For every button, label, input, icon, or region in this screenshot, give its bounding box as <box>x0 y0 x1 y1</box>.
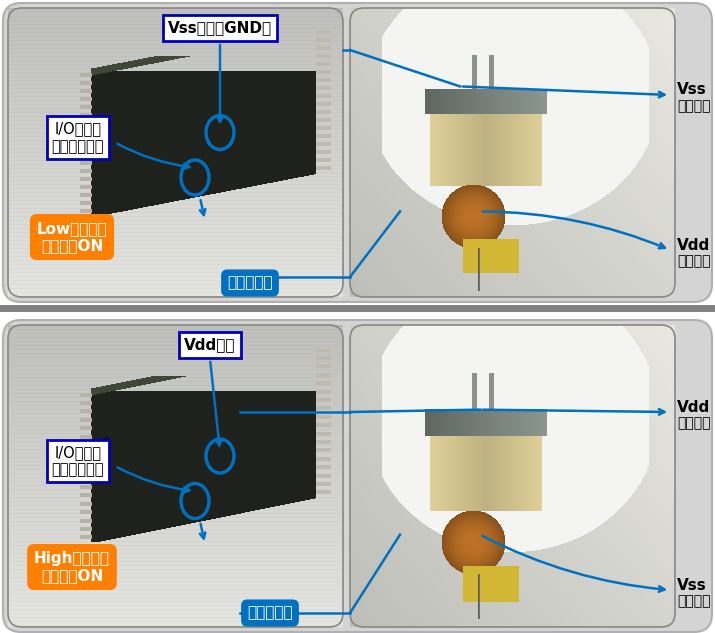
Text: （電池の: （電池の <box>677 416 711 430</box>
Text: Vssピン（GND）: Vssピン（GND） <box>168 20 272 35</box>
Text: Vdd: Vdd <box>677 399 710 415</box>
Text: 電流の流れ: 電流の流れ <box>247 606 293 620</box>
Text: I/Oポート
（出力ピン）: I/Oポート （出力ピン） <box>51 122 104 154</box>
Text: Lowのときに
コイルがON: Lowのときに コイルがON <box>36 221 107 253</box>
Text: Highのときに
コイルがON: Highのときに コイルがON <box>34 551 110 583</box>
FancyBboxPatch shape <box>3 320 712 632</box>
Text: 電流の流れ: 電流の流れ <box>227 275 273 291</box>
FancyBboxPatch shape <box>3 3 712 302</box>
Text: I/Oポート
（出力ピン）: I/Oポート （出力ピン） <box>51 445 104 477</box>
Text: （電池の: （電池の <box>677 254 711 268</box>
Text: Vss: Vss <box>677 82 706 97</box>
Text: Vss: Vss <box>677 577 706 592</box>
Text: （電池の: （電池の <box>677 99 711 113</box>
Text: Vddピン: Vddピン <box>184 337 236 353</box>
Text: Vdd: Vdd <box>677 237 710 253</box>
Text: （電池の: （電池の <box>677 594 711 608</box>
